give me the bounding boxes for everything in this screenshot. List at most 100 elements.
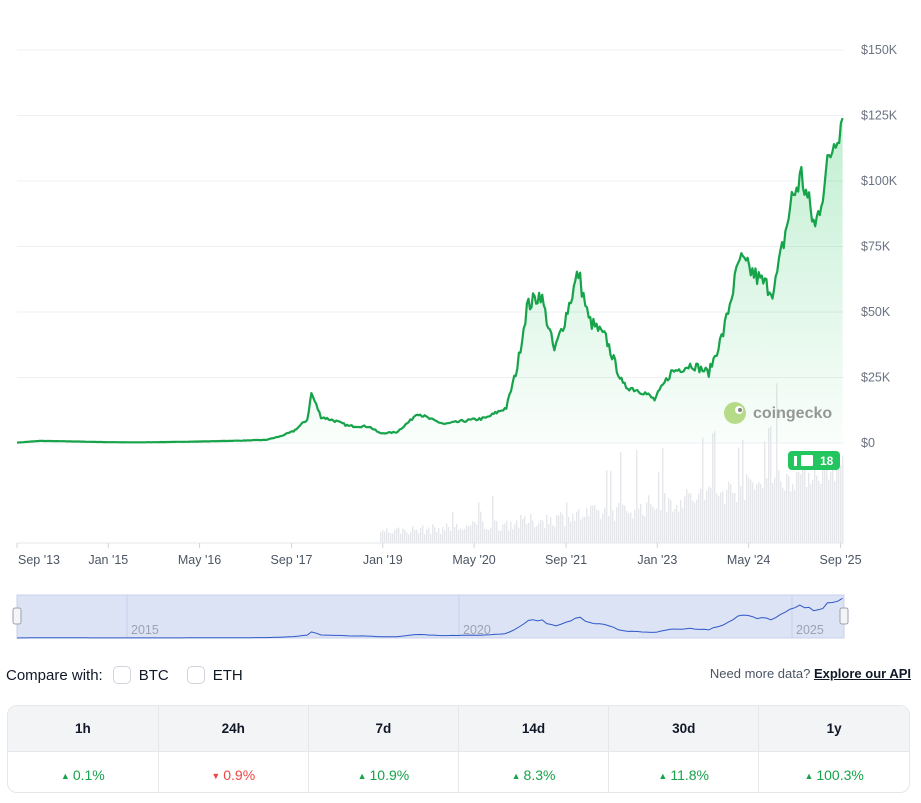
volume-bar (658, 472, 660, 543)
compare-btc-checkbox[interactable]: BTC (112, 666, 169, 684)
y-tick-label: $50K (861, 305, 891, 319)
volume-bar (502, 524, 504, 543)
volume-bar (756, 484, 758, 543)
volume-bar (432, 524, 434, 543)
volume-bar (682, 508, 684, 543)
volume-bar (478, 502, 480, 543)
volume-bar (586, 507, 588, 543)
volume-bar (714, 431, 716, 543)
volume-bar (394, 530, 396, 543)
volume-bar (578, 509, 580, 543)
volume-bar (680, 499, 682, 543)
volume-bar (760, 484, 762, 543)
volume-bar (724, 504, 726, 543)
change-arrow-icon: ▲ (658, 771, 668, 781)
volume-bar (546, 514, 548, 543)
volume-bar (758, 481, 760, 543)
volume-bar (504, 523, 506, 543)
price-chart[interactable]: $150K$125K$100K$75K$50K$25K$0 coingecko … (0, 0, 921, 650)
volume-bar (554, 526, 556, 543)
volume-bar (816, 475, 818, 543)
volume-bar (720, 492, 722, 543)
volume-bar (386, 528, 388, 543)
volume-bar (548, 524, 550, 543)
volume-bar (732, 493, 734, 543)
volume-bar (428, 527, 430, 543)
volume-bar (610, 471, 612, 543)
volume-bar (664, 492, 666, 543)
volume-bar (604, 507, 606, 543)
volume-bar (698, 493, 700, 543)
change-value: 0.9% (223, 767, 256, 783)
change-value: 0.1% (72, 767, 105, 783)
navigator-left-handle[interactable] (12, 607, 22, 625)
change-7d: ▲ 10.9% (308, 751, 459, 792)
volume-bar (736, 501, 738, 543)
x-tick-label: Sep '25 (820, 553, 862, 567)
volume-bar (448, 526, 450, 543)
volume-bar (500, 530, 502, 543)
volume-bar (772, 482, 774, 543)
volume-bar (580, 519, 582, 543)
volume-bar (560, 512, 562, 543)
checkbox-box[interactable] (112, 666, 131, 684)
volume-bar (574, 520, 576, 543)
volume-bar (436, 531, 438, 543)
x-axis: Sep '13 Jan '15 May '16 Sep '17 Jan '19 May '… (16, 542, 862, 567)
header-1h: 1h (8, 706, 159, 752)
volume-bar (446, 523, 448, 543)
more-data-text: Need more data? (709, 666, 811, 681)
volume-bar (422, 525, 424, 543)
volume-bar (600, 519, 602, 543)
volume-bar (406, 532, 408, 543)
volume-bar (638, 508, 640, 543)
table-row: ▲ 0.1% ▼ 0.9% ▲ 10.9% ▲ 8.3% ▲ 11.8% ▲ 100.3% (8, 751, 909, 792)
volume-bar (510, 521, 512, 543)
volume-bar (782, 487, 784, 543)
change-value: 8.3% (523, 767, 556, 783)
volume-bar (712, 433, 714, 543)
volume-bar (818, 480, 820, 543)
volume-bar (416, 529, 418, 543)
volume-bar (476, 524, 478, 543)
volume-bar (596, 509, 598, 543)
volume-badge[interactable]: 18 (788, 451, 840, 470)
volume-bar (766, 478, 768, 543)
volume-bar (460, 528, 462, 543)
compare-eth-checkbox[interactable]: ETH (186, 666, 243, 684)
volume-bar (672, 511, 674, 543)
volume-bar (778, 470, 780, 543)
volume-bar (490, 527, 492, 543)
volume-bar (796, 472, 798, 543)
volume-bar (798, 471, 800, 543)
volume-bar (774, 477, 776, 543)
volume-bar (538, 523, 540, 543)
volume-bar (622, 504, 624, 543)
volume-bar (410, 531, 412, 543)
volume-bar (404, 529, 406, 543)
explore-api-link[interactable]: Explore our API (813, 666, 911, 681)
navigator-right-handle[interactable] (839, 607, 849, 625)
checkbox-box[interactable] (186, 666, 205, 684)
volume-bar (380, 532, 382, 543)
volume-bar (442, 526, 444, 543)
volume-bar (792, 484, 794, 543)
price-change-table: 1h 24h 7d 14d 30d 1y ▲ 0.1% ▼ 0.9% ▲ 10.9% … (7, 705, 910, 793)
header-7d: 7d (308, 706, 459, 752)
change-30d: ▲ 11.8% (608, 751, 760, 792)
volume-bar (674, 509, 676, 543)
volume-bar (486, 529, 488, 543)
volume-bar (678, 511, 680, 543)
volume-bars (380, 383, 844, 543)
volume-bar (480, 511, 482, 543)
y-tick-label: $75K (861, 240, 891, 254)
volume-bar (706, 491, 708, 543)
navigator[interactable]: 2015 2020 2025 (12, 594, 849, 639)
volume-bar (692, 500, 694, 543)
volume-bar (764, 441, 766, 543)
x-tick-label: Sep '21 (545, 553, 587, 567)
volume-bar (612, 510, 614, 543)
volume-bar (740, 486, 742, 543)
volume-bar (496, 520, 498, 543)
volume-bar (820, 484, 822, 543)
